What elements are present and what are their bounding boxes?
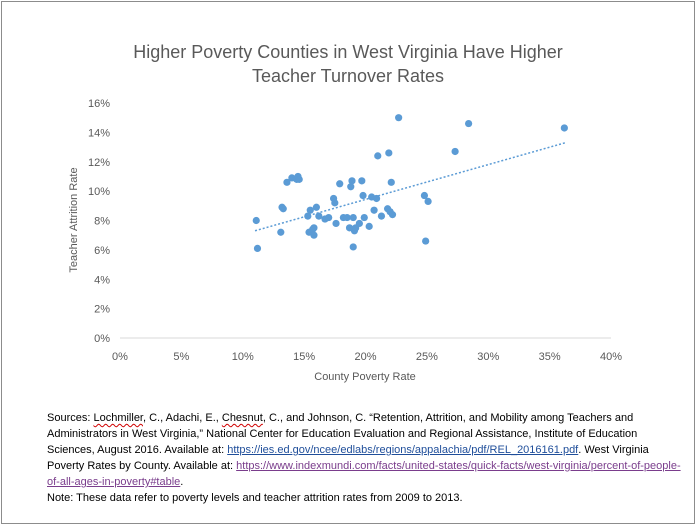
author-chesnut: Chesnut: [221, 412, 263, 424]
data-point: [310, 231, 318, 239]
data-point: [424, 197, 432, 206]
data-points: [252, 114, 568, 253]
data-point: [560, 124, 568, 132]
data-note: Note: These data refer to poverty levels…: [47, 492, 463, 504]
trendline-layer: [254, 141, 566, 232]
y-tick-label: 16%: [88, 98, 110, 110]
y-tick-label: 6%: [94, 245, 110, 257]
ies-report-link[interactable]: https://ies.ed.gov/ncee/edlabs/regions/a…: [227, 444, 579, 456]
data-point: [336, 180, 344, 188]
data-point: [332, 219, 340, 228]
data-point: [253, 244, 262, 253]
data-point: [360, 213, 368, 222]
x-tick-label: 20%: [354, 351, 376, 363]
data-point: [420, 191, 429, 200]
sources-text: .: [180, 476, 184, 488]
x-tick-label: 30%: [477, 351, 499, 363]
data-point: [306, 206, 314, 214]
data-point: [325, 213, 333, 222]
data-point: [295, 175, 303, 183]
data-point: [355, 219, 363, 228]
data-point: [349, 243, 357, 251]
data-point: [347, 183, 355, 191]
data-point: [377, 212, 386, 220]
data-point: [385, 149, 393, 157]
x-tick-label: 5%: [173, 351, 189, 363]
x-tick-label: 15%: [293, 351, 315, 363]
data-point: [387, 178, 395, 186]
sources-text: , C., and Johnson, C. “Retention, Attrit…: [47, 412, 638, 456]
data-point: [277, 228, 285, 236]
data-point: [359, 191, 367, 200]
data-point: [312, 203, 320, 211]
sources-text: Sources:: [47, 412, 94, 424]
data-point: [349, 213, 357, 222]
data-point: [370, 206, 378, 214]
data-point: [388, 211, 397, 219]
y-tick-label: 0%: [94, 333, 110, 345]
x-tick-label: 40%: [600, 351, 622, 363]
y-tick-label: 10%: [88, 186, 110, 198]
data-point: [372, 194, 381, 203]
y-tick-label: 14%: [88, 127, 110, 139]
y-tick-label: 12%: [88, 157, 110, 169]
data-point: [422, 237, 430, 245]
y-axis-title: Teacher Attrition Rate: [68, 167, 80, 272]
author-lochmiller: Lochmiller: [93, 412, 143, 424]
chart-title-line-2: Teacher Turnover Rates: [252, 66, 444, 86]
axes: 0% 5% 10% 15% 20% 25% 30% 35% 40% 0% 2% 4% 6% 8% 10% 12…: [88, 98, 622, 363]
x-tick-label: 0%: [112, 351, 128, 363]
trendline: [254, 141, 566, 232]
y-tick-label: 8%: [94, 216, 110, 228]
x-tick-label: 10%: [232, 351, 254, 363]
indexmundi-link[interactable]: https://www.indexmundi.com/facts/united-…: [47, 460, 681, 488]
data-point: [365, 222, 373, 230]
data-point: [331, 199, 339, 207]
sources-text: , C., Adachi, E.,: [143, 412, 222, 424]
y-tick-label: 2%: [94, 304, 110, 316]
data-point: [374, 152, 382, 160]
y-tick-label: 4%: [94, 274, 110, 286]
data-point: [348, 177, 356, 185]
data-point: [279, 205, 287, 213]
data-point: [395, 114, 403, 122]
x-axis-title: County Poverty Rate: [314, 371, 416, 383]
data-point: [310, 224, 318, 232]
data-point: [283, 178, 291, 186]
sources-text: . West Virginia Poverty Rates by County.…: [47, 444, 649, 472]
data-point: [343, 213, 351, 222]
data-point: [451, 147, 459, 156]
sources-note: Sources: Lochmiller, C., Adachi, E., Che…: [47, 410, 687, 506]
chart-title-line-1: Higher Poverty Counties in West Virginia…: [133, 42, 563, 62]
data-point: [358, 177, 366, 185]
data-point: [304, 212, 312, 220]
data-point: [315, 212, 323, 220]
x-tick-label: 35%: [539, 351, 561, 363]
data-point: [465, 119, 473, 128]
x-tick-label: 25%: [416, 351, 438, 363]
sources-paragraph: Sources: Lochmiller, C., Adachi, E., Che…: [47, 410, 687, 490]
data-point: [252, 216, 260, 225]
